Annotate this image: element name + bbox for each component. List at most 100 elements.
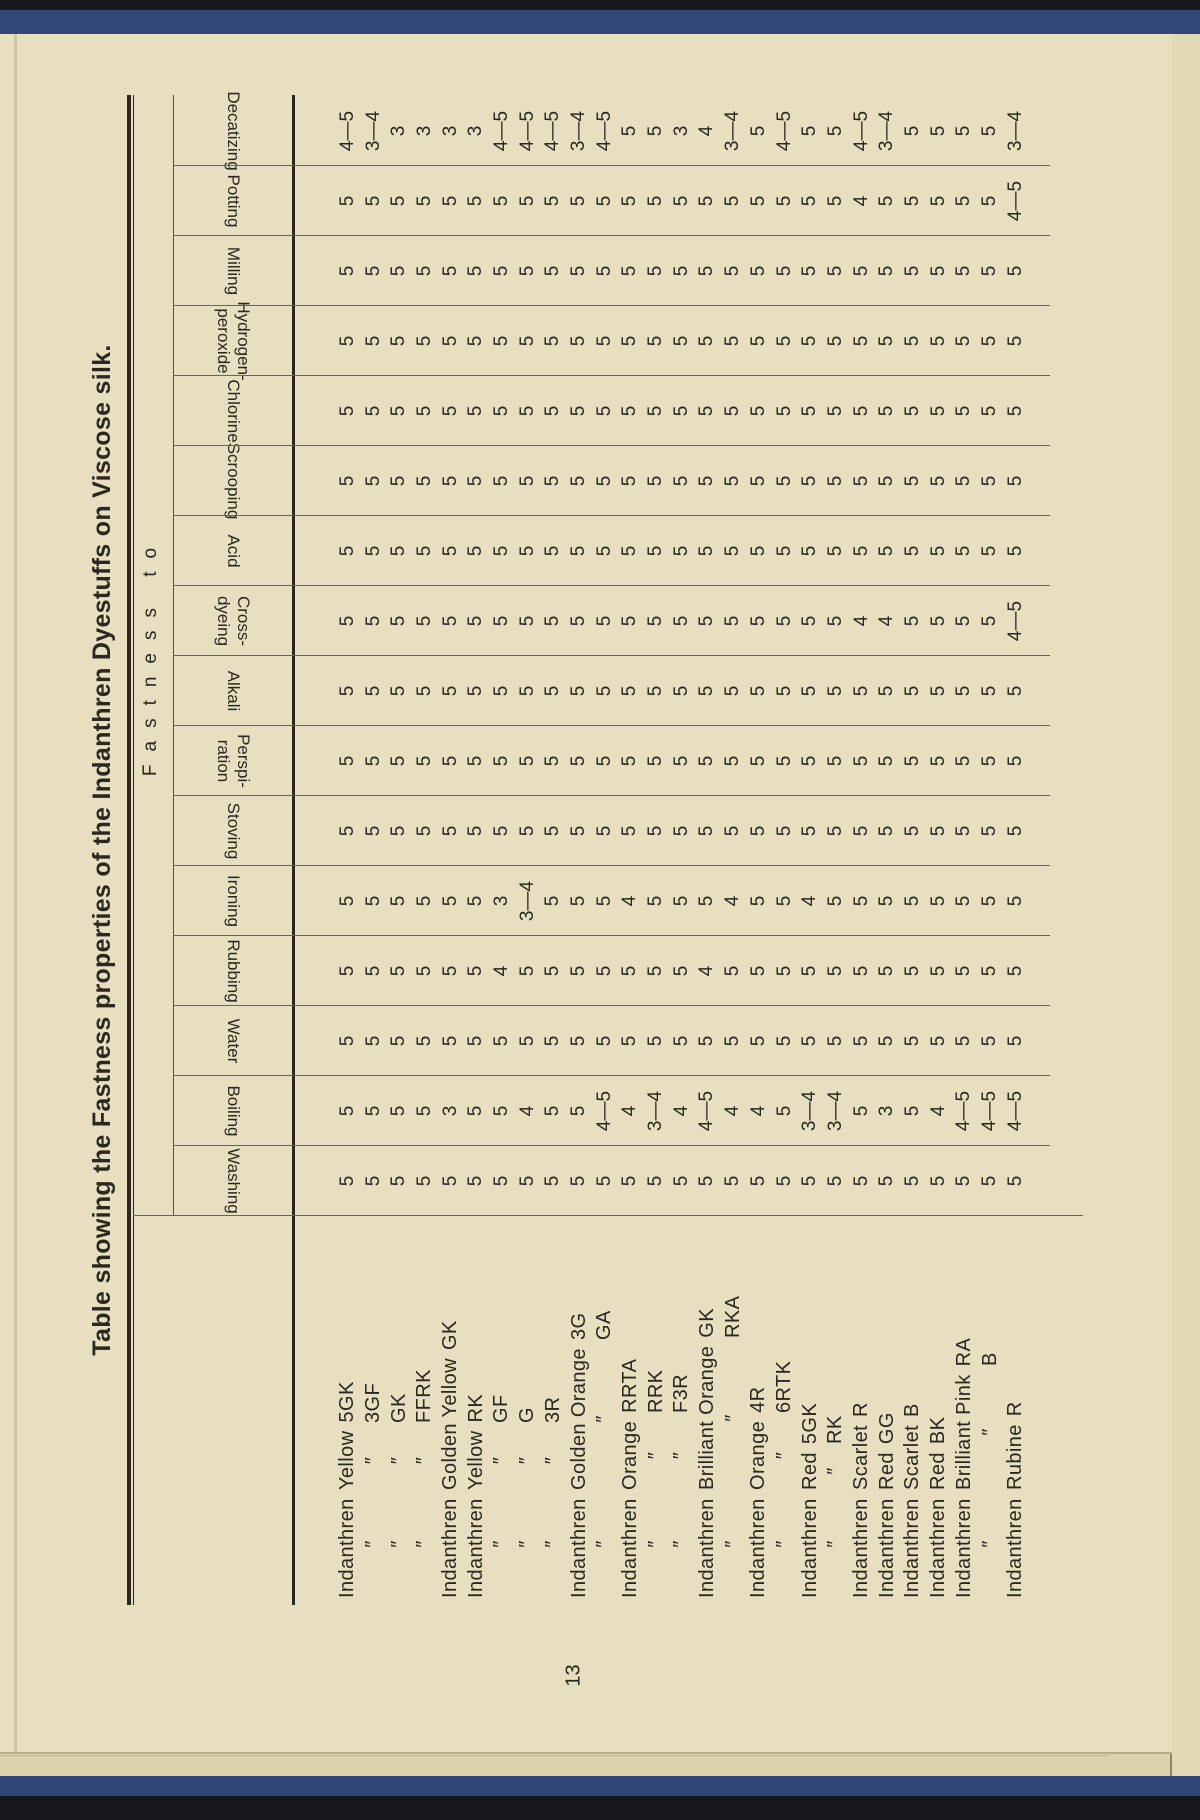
name-brand: Indanthren <box>747 1498 770 1598</box>
fastness-value: 5 <box>979 195 1001 207</box>
fastness-value: 5 <box>542 755 564 767</box>
fastness-value: 5 <box>747 825 769 837</box>
fastness-value: 5 <box>876 475 898 487</box>
dyestuff-name: ″ ″ RKA <box>722 1216 745 1605</box>
fastness-value: 5 <box>413 1175 435 1187</box>
fastness-value: 5 <box>336 825 358 837</box>
fastness-value: 5 <box>1004 475 1026 487</box>
fastness-value: 5 <box>619 755 641 767</box>
fastness-value: 5 <box>593 615 615 627</box>
fastness-value: 5 <box>901 475 923 487</box>
fastness-value: 5 <box>979 685 1001 697</box>
table-row: Indanthren Scarlet B 5 5 5 5 5 5 5 5 5 5 5 5 5 5 5 5 <box>900 96 926 1605</box>
fastness-value: 5 <box>876 825 898 837</box>
fastness-value: 4 <box>619 895 641 907</box>
fastness-value: 5 <box>465 1105 487 1117</box>
fastness-value: 5 <box>336 545 358 557</box>
column-headers: Washing Boiling Water Rubbing Ironing Stoving… <box>173 91 293 1216</box>
fastness-value: 5 <box>696 895 718 907</box>
fastness-value: 5 <box>362 405 384 417</box>
fastness-value: 5 <box>1004 685 1026 697</box>
fastness-value: 4—5 <box>1004 1090 1026 1132</box>
column-divider <box>173 1005 1050 1006</box>
fastness-value: 5 <box>901 405 923 417</box>
fastness-value: 5 <box>645 125 667 137</box>
name-brand: ″ <box>644 1540 667 1548</box>
fastness-value: 5 <box>593 265 615 277</box>
fastness-value: 5 <box>799 335 821 347</box>
fastness-value: 5 <box>516 965 538 977</box>
fastness-value: 4 <box>722 895 744 907</box>
fastness-value: 5 <box>953 405 975 417</box>
fastness-value: 5 <box>979 405 1001 417</box>
fastness-value: 5 <box>927 615 949 627</box>
table-row: ″ ″ 3GF 5 5 5 5 5 5 5 5 5 5 5 5 5 5 5 3—4 <box>361 96 387 1605</box>
fastness-value: 5 <box>979 545 1001 557</box>
name-code: BK <box>927 1416 950 1445</box>
fastness-value: 5 <box>799 1175 821 1187</box>
fastness-value: 5 <box>722 475 744 487</box>
column-divider <box>173 235 1050 236</box>
dyestuff-name: Indanthren Brilliant Orange GK <box>696 1216 719 1605</box>
fastness-value: 5 <box>619 965 641 977</box>
fastness-value: 4—5 <box>979 1090 1001 1132</box>
fastness-value: 5 <box>927 755 949 767</box>
table-row: ″ ″ FFRK 5 5 5 5 5 5 5 5 5 5 5 5 5 5 5 3 <box>412 96 438 1605</box>
name-brand: ″ <box>721 1540 744 1548</box>
fastness-value: 5 <box>336 265 358 277</box>
fastness-value: 5 <box>1004 1035 1026 1047</box>
fastness-value: 5 <box>439 195 461 207</box>
fastness-value: 5 <box>388 965 410 977</box>
fastness-value: 5 <box>516 825 538 837</box>
fastness-value: 5 <box>362 335 384 347</box>
fastness-value: 5 <box>979 825 1001 837</box>
fastness-value: 5 <box>619 825 641 837</box>
fastness-value: 5 <box>927 685 949 697</box>
name-brand: Indanthren <box>618 1498 641 1598</box>
fastness-value: 5 <box>568 1105 590 1117</box>
name-code: FFRK <box>413 1369 436 1423</box>
fastness-value: 5 <box>413 265 435 277</box>
top-rule <box>127 95 131 1605</box>
fastness-value: 5 <box>876 965 898 977</box>
name-code: R <box>1004 1401 1027 1417</box>
fastness-value: 5 <box>953 685 975 697</box>
fastness-value: 5 <box>1004 965 1026 977</box>
fastness-value: 5 <box>568 825 590 837</box>
table-row: ″ ″ RKA 5 4 5 5 4 5 5 5 5 5 5 5 5 5 5 3—4 <box>720 96 746 1605</box>
fastness-value: 5 <box>901 1035 923 1047</box>
dyestuff-name: Indanthren Brilliant Pink RA <box>953 1216 976 1605</box>
fastness-value: 5 <box>413 335 435 347</box>
fastness-value: 5 <box>824 545 846 557</box>
column-header: Alkali <box>224 670 243 712</box>
column-divider <box>173 375 1050 376</box>
dyestuff-name: ″ ″ F3R <box>670 1216 693 1605</box>
fastness-value: 5 <box>953 475 975 487</box>
name-brand: Indanthren <box>798 1498 821 1598</box>
column-header: Water <box>224 1018 243 1064</box>
fastness-value: 5 <box>593 895 615 907</box>
fastness-value: 5 <box>619 615 641 627</box>
fastness-value: 5 <box>542 195 564 207</box>
name-colour: Brilliant Orange <box>695 1345 718 1490</box>
name-brand: Indanthren <box>567 1498 590 1598</box>
fastness-value: 5 <box>336 1035 358 1047</box>
fastness-value: 4 <box>799 895 821 907</box>
table-row: Indanthren Red BK 5 4 5 5 5 5 5 5 5 5 5 5 5 5 5 5 <box>926 96 952 1605</box>
dyestuff-name: ″ ″ 3R <box>542 1216 565 1605</box>
fastness-value: 5 <box>362 545 384 557</box>
column-divider <box>173 515 1050 516</box>
fastness-value: 5 <box>722 1035 744 1047</box>
dyestuff-name: ″ ″ 6RTK <box>773 1216 796 1605</box>
fastness-value: 5 <box>362 1105 384 1117</box>
fastness-value: 5 <box>722 685 744 697</box>
fastness-value: 3—4 <box>824 1090 846 1132</box>
fastness-value: 5 <box>465 265 487 277</box>
fastness-value: 5 <box>568 1035 590 1047</box>
name-code: 6RTK <box>773 1360 796 1413</box>
fastness-value: 5 <box>799 755 821 767</box>
name-brand: ″ <box>670 1540 693 1548</box>
name-code: GG <box>875 1412 898 1445</box>
fastness-value: 5 <box>388 1175 410 1187</box>
fastness-value: 5 <box>362 475 384 487</box>
